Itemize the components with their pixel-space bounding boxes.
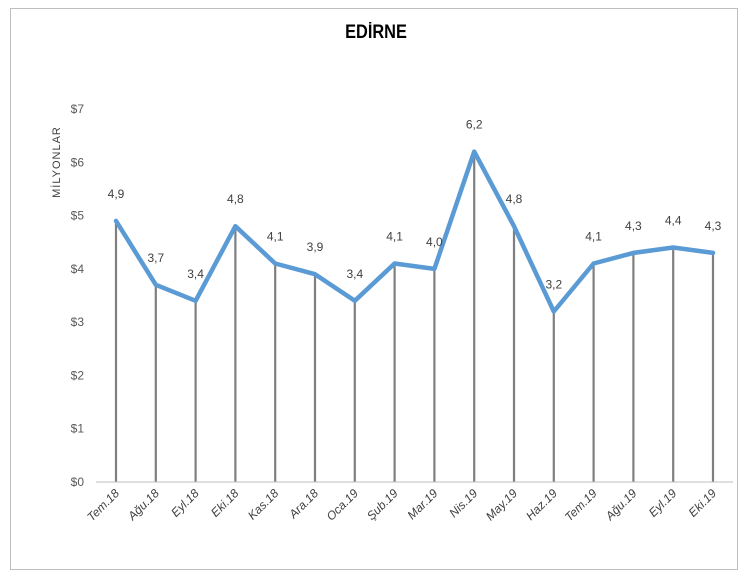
x-tick-label: Ara.18 [286, 486, 322, 522]
y-tick-label: $7 [71, 102, 85, 116]
data-label: 4,1 [585, 230, 602, 244]
y-tick-label: $5 [71, 209, 85, 223]
x-tick-label: Eki.19 [686, 486, 720, 520]
data-label: 4,1 [386, 230, 403, 244]
data-label: 3,4 [187, 267, 204, 281]
y-axis: $0 $1 $2 $3 $4 $5 $6 $7 [71, 102, 85, 489]
x-tick-label: Ağu.19 [602, 486, 640, 524]
y-tick-label: $2 [71, 368, 85, 382]
y-tick-label: $0 [71, 475, 85, 489]
x-tick-label: Oca.19 [324, 486, 361, 523]
x-tick-label: Eyl.19 [646, 486, 680, 520]
data-label: 4,4 [665, 214, 682, 228]
x-tick-label: Ağu.18 [124, 486, 162, 524]
data-label: 3,7 [147, 251, 164, 265]
data-label: 4,1 [267, 230, 284, 244]
data-labels: 4,9 3,7 3,4 4,8 4,1 3,9 3,4 4,1 4,0 6,2 4,8 3,2 4,1 4… [108, 118, 722, 292]
x-tick-label: Tem.19 [562, 486, 600, 524]
x-tick-label: Eki.18 [208, 486, 242, 520]
drop-lines [114, 151, 715, 482]
data-label: 3,9 [307, 240, 324, 254]
chart-frame [10, 8, 738, 570]
y-tick-label: $3 [71, 315, 85, 329]
data-label: 4,0 [426, 235, 443, 249]
data-label: 4,3 [705, 219, 722, 233]
x-tick-label: Tem.18 [84, 486, 122, 524]
x-axis: Tem.18 Ağu.18 Eyl.18 Eki.18 Kas.18 Ara.18 Oca.… [84, 486, 719, 524]
data-label: 4,8 [506, 192, 523, 206]
x-tick-label: Şub.19 [364, 486, 401, 523]
data-label: 4,3 [625, 219, 642, 233]
x-tick-label: Nis.19 [446, 486, 480, 520]
data-label: 3,4 [346, 267, 363, 281]
x-tick-label: Mar.19 [405, 486, 441, 522]
data-label: 4,9 [108, 187, 125, 201]
x-tick-label: Eyl.18 [168, 486, 202, 520]
y-tick-label: $4 [71, 262, 85, 276]
y-tick-label: $1 [71, 422, 85, 436]
data-label: 4,8 [227, 192, 244, 206]
chart-title: EDİRNE [345, 22, 407, 43]
data-label: 6,2 [466, 118, 483, 132]
x-tick-label: Kas.18 [245, 486, 282, 523]
y-tick-label: $6 [71, 155, 85, 169]
series-line [113, 149, 716, 314]
x-tick-label: Haz.19 [523, 486, 560, 523]
x-tick-label: May.19 [483, 486, 520, 523]
data-label: 3,2 [545, 277, 562, 291]
